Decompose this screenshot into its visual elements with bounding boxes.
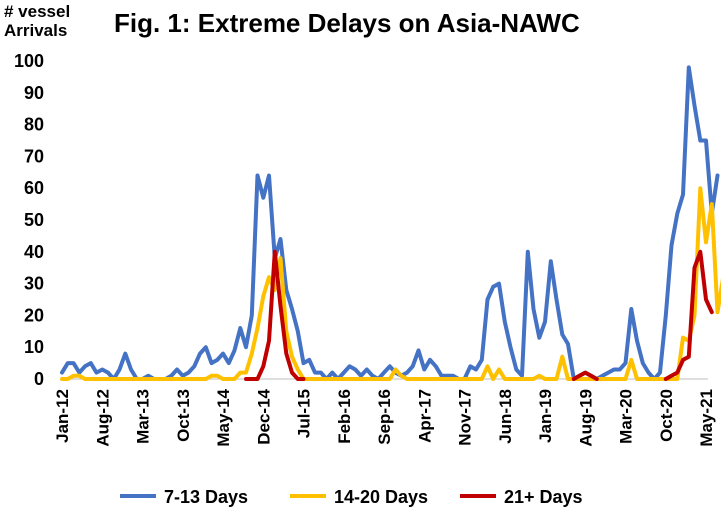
y-axis-label-line-1: # vessel	[4, 2, 71, 21]
x-tick-label: May-21	[697, 389, 716, 447]
legend-label: 21+ Days	[504, 487, 583, 507]
x-tick-label: Apr-17	[415, 389, 434, 443]
x-tick-label: Dec-14	[254, 388, 273, 444]
series-lines	[60, 65, 721, 381]
y-tick-label: 60	[24, 178, 44, 198]
y-tick-label: 10	[24, 337, 44, 357]
x-tick-label: Jan-19	[536, 389, 555, 443]
series-line-21-days	[244, 249, 306, 381]
y-tick-label: 40	[24, 242, 44, 262]
y-axis-label: # vessel Arrivals	[4, 2, 94, 40]
x-tick-label: Mar-20	[617, 389, 636, 444]
x-tick-label: Sep-16	[375, 389, 394, 445]
y-tick-label: 70	[24, 146, 44, 166]
series-line-7-13-days	[60, 65, 720, 381]
series-line-21-days-segment-3	[663, 249, 714, 381]
y-tick-label: 20	[24, 305, 44, 325]
x-tick-label: Jun-18	[496, 389, 515, 444]
legend: 7-13 Days 14-20 Days 21+ Days	[120, 487, 583, 507]
y-tick-labels: 0 10 20 30 40 50 60 70 80 90 100	[14, 51, 44, 389]
x-tick-label: Oct-20	[657, 389, 676, 442]
x-tick-label: Jan-12	[53, 389, 72, 443]
y-tick-label: 80	[24, 115, 44, 135]
x-tick-label: Aug-12	[93, 389, 112, 447]
x-tick-labels: Jan-12 Aug-12 Mar-13 Oct-13 May-14 Dec-14 Jul-…	[53, 388, 716, 446]
x-tick-label: Feb-16	[335, 389, 354, 444]
y-tick-label: 50	[24, 210, 44, 230]
y-axis-label-line-2: Arrivals	[4, 21, 68, 40]
series-line-14-20-days	[60, 186, 721, 381]
chart-title: Fig. 1: Extreme Delays on Asia-NAWC	[114, 8, 580, 38]
series-line-21-days-segment-2	[571, 370, 599, 381]
x-tick-label: May-14	[214, 388, 233, 446]
legend-label: 7-13 Days	[164, 487, 248, 507]
y-tick-label: 30	[24, 274, 44, 294]
y-tick-label: 90	[24, 83, 44, 103]
x-tick-label: Mar-13	[134, 389, 153, 444]
x-tick-label: Jul-15	[295, 389, 314, 438]
x-tick-label: Nov-17	[456, 389, 475, 446]
x-tick-label: Oct-13	[174, 389, 193, 442]
x-tick-label: Aug-19	[576, 389, 595, 447]
y-tick-label: 100	[14, 51, 44, 71]
y-tick-label: 0	[34, 369, 44, 389]
legend-label: 14-20 Days	[334, 487, 428, 507]
